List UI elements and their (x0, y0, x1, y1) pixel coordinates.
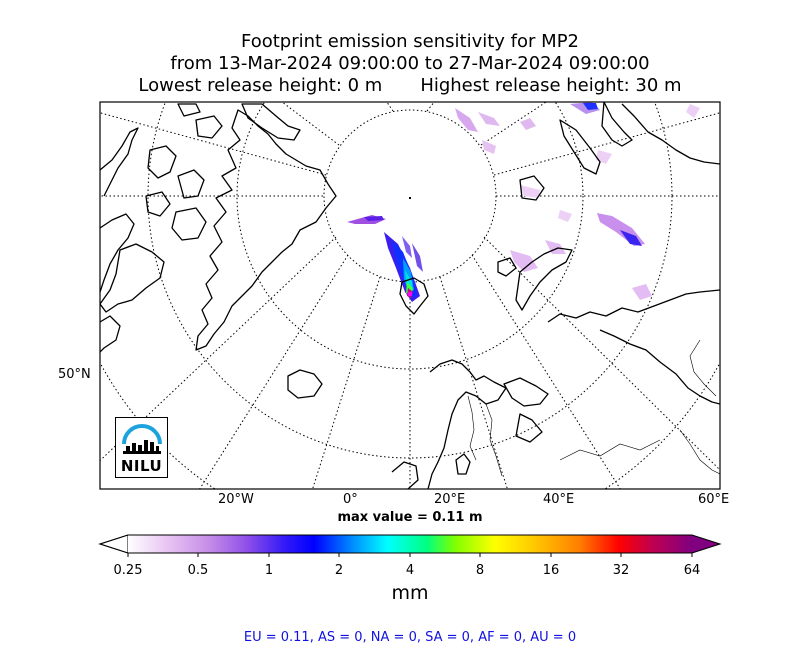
colorbar-tick-label: 16 (542, 563, 560, 578)
novaya-zemlya (515, 247, 573, 311)
longitude-label-60e: 60°E (698, 492, 730, 507)
colorbar-over-arrow (692, 535, 720, 553)
region-totals: EU = 0.11, AS = 0, NA = 0, SA = 0, AF = … (243, 630, 577, 645)
release-site-marker (408, 292, 412, 296)
svalbard (399, 277, 429, 315)
russia-arctic-coast-2 (599, 329, 720, 405)
iceland (287, 369, 323, 399)
franz-josef-land (497, 257, 517, 277)
ellesmere-island (241, 103, 301, 141)
meridian-20w (312, 276, 381, 489)
longitude-label-40e: 40°E (543, 492, 575, 507)
latitude-circle-70 (236, 102, 584, 370)
meridian-60w (100, 236, 337, 462)
laptev-islands (519, 175, 545, 201)
taymyr-coast (601, 102, 633, 147)
white-sea-coast (515, 413, 543, 443)
meridian-20e (439, 276, 508, 489)
map-frame (99, 101, 721, 490)
title-line-2: from 13-Mar-2024 09:00:00 to 27-Mar-2024… (170, 53, 650, 74)
greenland-coast (195, 109, 337, 351)
colorbar-tick-marks (127, 553, 693, 557)
canadian-archipelago-2 (177, 169, 205, 199)
longitude-label-20w: 20°W (218, 492, 254, 507)
colorbar-unit-label: mm (391, 582, 429, 604)
colorbar-body (128, 535, 692, 553)
uk-north (391, 461, 419, 489)
footprint-plume (347, 102, 700, 302)
colorbar-tick-label: 4 (405, 563, 415, 578)
title-line-1: Footprint emission sensitivity for MP2 (240, 31, 579, 52)
longitude-label-20e: 20°E (434, 492, 466, 507)
longitude-label-0: 0° (343, 492, 358, 507)
meridian-40w (199, 254, 349, 489)
canadian-archipelago-6 (177, 103, 201, 117)
russia-arctic-coast (547, 289, 720, 323)
canadian-archipelago-1 (147, 145, 177, 179)
colorbar-tick-label: 0.5 (187, 563, 209, 578)
nilu-logo: NILU (115, 417, 168, 478)
nilu-logo-icon (122, 424, 162, 454)
title-line-3: Lowest release height: 0 m Highest releas… (0, 75, 800, 97)
canada-coast-2 (100, 213, 135, 293)
denmark (455, 453, 471, 475)
colorbar-tick-label: 32 (612, 563, 630, 578)
severnaya-zemlya (559, 119, 601, 175)
colorbar-tick-label: 2 (334, 563, 344, 578)
colorbar-under-arrow (98, 534, 129, 554)
labrador-coast (100, 315, 121, 353)
highest-release-height: Highest release height: 30 m (420, 75, 682, 96)
siberia-coast (621, 103, 720, 165)
kola-peninsula (503, 377, 549, 407)
scandinavia-coast (427, 359, 507, 489)
meridian-40e (471, 254, 621, 489)
nilu-logo-text: NILU (120, 457, 163, 475)
colorbar-tick-label: 64 (683, 563, 701, 578)
coastlines (100, 102, 720, 489)
meridian-n5 (100, 112, 327, 176)
baffin-island (100, 243, 165, 313)
canada-coast-1 (100, 127, 139, 197)
max-value-label: max value = 0.11 m (337, 510, 483, 525)
latitude-label-50n: 50°N (58, 367, 91, 382)
colorbar-tick-label: 1 (264, 563, 274, 578)
colorbar-tick-label: 8 (475, 563, 485, 578)
canadian-archipelago-5 (195, 115, 223, 139)
meridian-n3 (281, 102, 340, 146)
colorbar-tick-label: 0.25 (113, 563, 143, 578)
lowest-release-height: Lowest release height: 0 m (138, 75, 383, 96)
canadian-archipelago-3 (145, 191, 171, 217)
meridian-n6 (493, 112, 720, 176)
north-pole-marker (409, 197, 411, 199)
borders (467, 339, 720, 477)
canadian-archipelago-4 (171, 207, 207, 241)
